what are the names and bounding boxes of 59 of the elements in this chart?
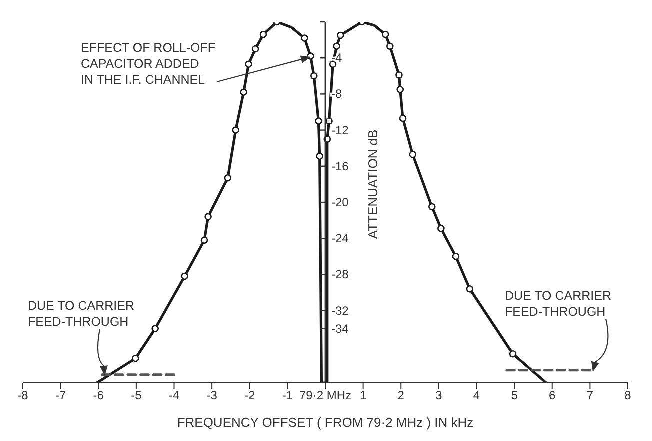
y-tick-label: -12 — [332, 123, 350, 138]
y-tick-label: -8 — [332, 87, 342, 102]
x-tick-label: -2 — [244, 388, 256, 403]
point — [232, 126, 240, 134]
point — [396, 86, 404, 94]
x-tick-label: 1 — [360, 388, 367, 403]
y-tick-label: -16 — [332, 159, 350, 174]
annotation: DUE TO CARRIER FEED-THROUGH — [505, 289, 612, 319]
point — [224, 174, 232, 182]
point — [396, 72, 403, 79]
point — [260, 30, 268, 38]
point — [252, 45, 260, 53]
annotation: DUE TO CARRIER FEED-THROUGH — [28, 299, 135, 329]
point — [386, 42, 394, 50]
point — [181, 272, 188, 280]
point — [333, 42, 340, 50]
point — [336, 32, 344, 40]
x-tick-label: 6 — [549, 388, 556, 403]
point — [466, 285, 474, 293]
y-tick-label: -20 — [332, 196, 350, 210]
x-tick-label: 79·2 MHz — [299, 388, 352, 403]
point — [152, 325, 159, 332]
x-tick-label: 8 — [624, 388, 632, 403]
point — [301, 34, 308, 42]
annotation: EFFECT OF ROLL-OFF CAPACITOR ADDED IN THE I.F. CHANNEL — [81, 41, 216, 87]
y-tick-label: -34 — [332, 322, 350, 336]
point — [315, 118, 322, 125]
x-tick-label: 5 — [511, 388, 518, 403]
x-tick-label: 2 — [398, 388, 405, 403]
x-tick-label: -3 — [206, 388, 218, 403]
x-tick-label: -5 — [131, 388, 142, 403]
x-tick-label: -1 — [282, 388, 294, 403]
point — [240, 88, 248, 96]
x-axis-title: FREQUENCY OFFSET ( FROM 79·2 MHz ) IN kHz — [177, 415, 474, 430]
y-tick-label: -28 — [332, 268, 350, 282]
point — [509, 350, 517, 358]
point — [428, 203, 436, 211]
point — [438, 225, 445, 232]
y-tick-label: -32 — [332, 304, 350, 318]
x-tick-label: 3 — [436, 388, 443, 403]
x-tick-label: 4 — [473, 388, 480, 403]
point — [452, 253, 460, 260]
x-tick-label: -6 — [93, 388, 104, 403]
x-tick-label: -7 — [55, 388, 66, 403]
point — [326, 118, 333, 125]
y-tick-label: -24 — [332, 232, 350, 246]
point — [200, 236, 208, 244]
x-tick-label: -4 — [168, 388, 180, 403]
point — [245, 60, 252, 68]
y-axis-title: ATTENUATION dB — [366, 130, 380, 240]
point — [409, 151, 416, 158]
x-tick-label: 7 — [586, 388, 594, 403]
point — [316, 152, 324, 160]
point — [310, 72, 318, 80]
point — [382, 30, 390, 38]
point — [132, 354, 140, 362]
x-tick-label: -8 — [18, 388, 29, 403]
point — [204, 213, 212, 221]
point — [399, 114, 407, 122]
